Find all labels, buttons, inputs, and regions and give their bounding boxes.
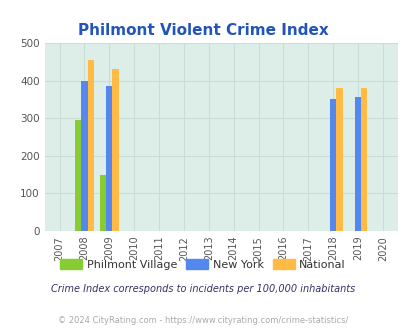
Bar — [329, 99, 335, 231]
Text: © 2024 CityRating.com - https://www.cityrating.com/crime-statistics/: © 2024 CityRating.com - https://www.city… — [58, 316, 347, 325]
Bar — [360, 88, 367, 231]
Bar — [81, 81, 87, 231]
Text: Crime Index corresponds to incidents per 100,000 inhabitants: Crime Index corresponds to incidents per… — [51, 284, 354, 294]
Text: Philmont Violent Crime Index: Philmont Violent Crime Index — [77, 23, 328, 38]
Legend: Philmont Village, New York, National: Philmont Village, New York, National — [55, 255, 350, 274]
Bar — [106, 86, 112, 231]
Bar — [335, 88, 342, 231]
Bar — [75, 120, 81, 231]
Bar — [112, 69, 118, 231]
Bar — [87, 60, 94, 231]
Bar — [354, 97, 360, 231]
Bar — [100, 175, 106, 231]
